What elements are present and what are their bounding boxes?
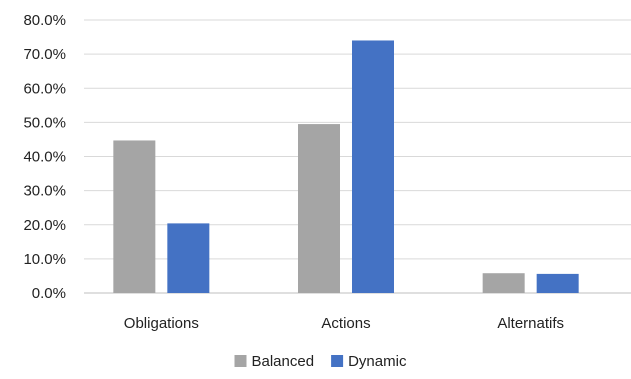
y-tick-label: 60.0% <box>23 80 66 97</box>
legend-label-balanced: Balanced <box>252 353 315 370</box>
bar-balanced-alternatifs <box>482 273 525 293</box>
y-tick-label: 40.0% <box>23 149 66 166</box>
legend: Balanced Dynamic <box>234 353 407 370</box>
legend-swatch-dynamic <box>331 355 344 367</box>
y-tick-label: 10.0% <box>23 251 66 268</box>
y-tick-label: 0.0% <box>32 285 66 302</box>
y-tick-label: 20.0% <box>23 217 66 234</box>
y-tick-label: 50.0% <box>23 114 66 131</box>
bars <box>113 40 579 293</box>
y-tick-label: 30.0% <box>23 183 66 200</box>
legend-swatch-balanced <box>234 355 247 367</box>
x-tick-label: Alternatifs <box>497 315 564 332</box>
bar-dynamic-actions <box>352 40 394 293</box>
x-tick-label: Actions <box>321 315 370 332</box>
bar-dynamic-alternatifs <box>536 273 579 293</box>
bar-balanced-actions <box>298 124 340 293</box>
x-axis-ticks: Obligations Actions Alternatifs <box>124 315 564 332</box>
y-axis-ticks: 0.0% 10.0% 20.0% 30.0% 40.0% 50.0% 60.0% 70.0% 8… <box>23 12 66 302</box>
x-tick-label: Obligations <box>124 315 199 332</box>
legend-label-dynamic: Dynamic <box>348 353 407 370</box>
y-tick-label: 80.0% <box>23 12 66 29</box>
y-tick-label: 70.0% <box>23 46 66 63</box>
bar-balanced-obligations <box>113 140 156 293</box>
bar-dynamic-obligations <box>167 223 210 293</box>
